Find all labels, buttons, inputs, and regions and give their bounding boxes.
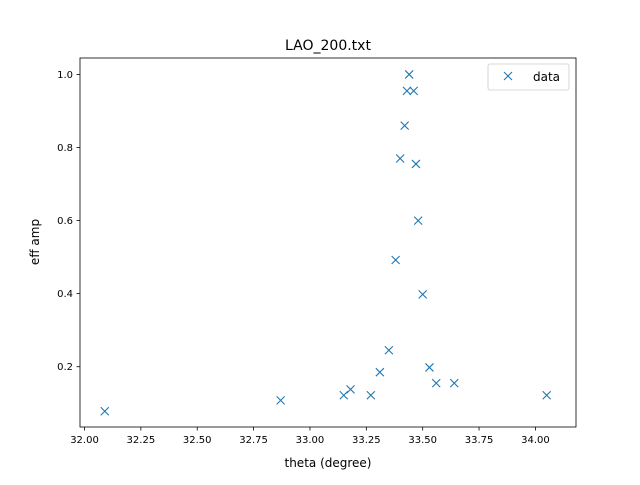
data-point (384, 345, 394, 355)
x-tick-label: 34.00 (521, 435, 550, 446)
data-point (413, 216, 423, 225)
data-point (404, 70, 414, 79)
chart-title: LAO_200.txt (285, 38, 371, 54)
legend-box (487, 63, 570, 91)
legend-marker (503, 71, 513, 81)
axis-ticks: 32.00 32.25 32.50 32.75 33.00 33.25 33.50 33.75… (57, 70, 550, 446)
y-axis-label: eff amp (28, 219, 42, 265)
x-tick-label: 33.25 (352, 435, 381, 446)
x-tick-label: 33.00 (296, 435, 325, 446)
data-point (375, 367, 385, 377)
data-point (411, 159, 421, 169)
y-tick-label: 0.6 (57, 216, 73, 227)
x-tick-label: 32.00 (70, 435, 99, 446)
data-point (431, 378, 441, 388)
data-point (425, 363, 434, 372)
x-tick-label: 32.75 (239, 435, 268, 446)
y-tick-label: 0.2 (57, 362, 73, 373)
data-point (276, 395, 286, 405)
data-point (409, 86, 419, 96)
legend-label: data (533, 70, 560, 84)
x-tick-label: 33.50 (408, 435, 437, 446)
data-point (339, 390, 349, 400)
y-tick-label: 1.0 (57, 70, 73, 81)
data-point (395, 154, 405, 163)
data-point (402, 86, 412, 96)
y-tick-label: 0.4 (57, 289, 73, 300)
x-tick-label: 32.25 (127, 435, 156, 446)
x-tick-label: 32.50 (183, 435, 212, 446)
data-point (391, 255, 401, 265)
data-point (400, 121, 410, 130)
x-tick-label: 33.75 (465, 435, 494, 446)
data-point (542, 390, 552, 400)
data-points (100, 70, 552, 416)
data-point (346, 384, 355, 394)
data-point (418, 289, 428, 299)
y-tick-label: 0.8 (57, 143, 73, 154)
plot-frame (79, 57, 577, 428)
x-axis-label: theta (degree) (285, 456, 372, 470)
data-point (100, 406, 110, 416)
data-point (366, 390, 376, 400)
data-point (449, 378, 459, 388)
legend: data (487, 63, 570, 91)
legend-marker-x (503, 71, 513, 81)
